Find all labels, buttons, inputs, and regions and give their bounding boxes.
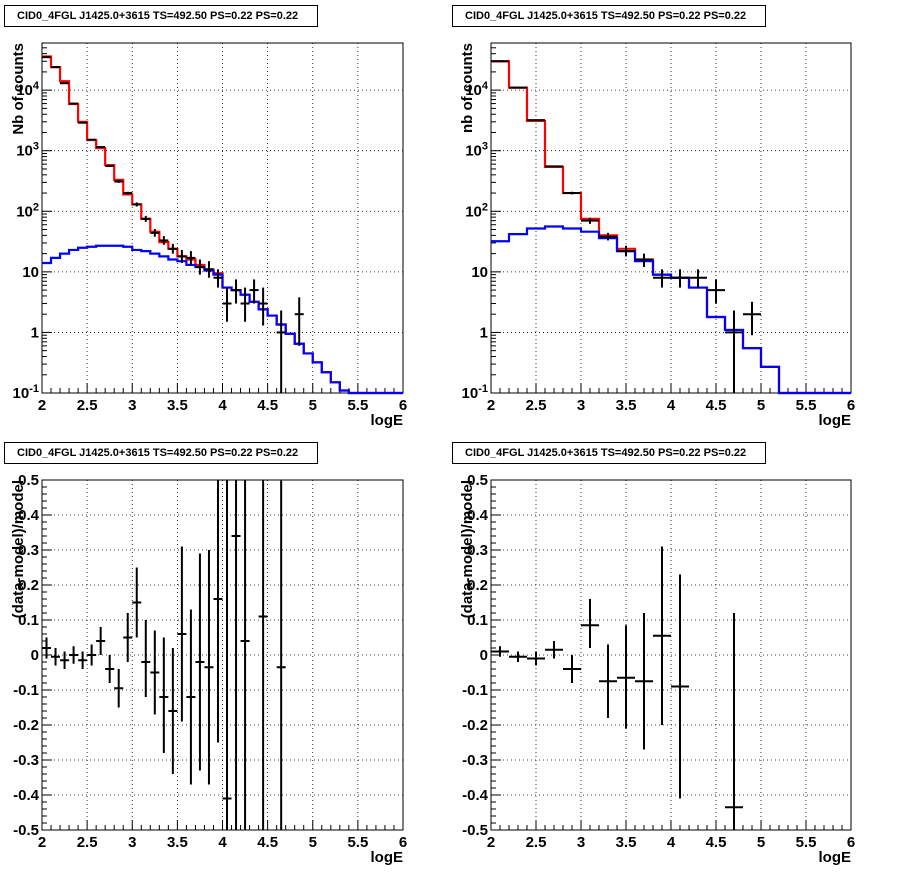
y-tick-label: 0.3 — [467, 542, 488, 559]
y-tick-label: 0.4 — [467, 507, 489, 524]
x-tick-label: 5.5 — [796, 397, 817, 414]
x-tick-label: 2 — [38, 397, 46, 414]
x-tick-label: 5.5 — [796, 834, 817, 851]
x-tick-label: 3.5 — [616, 397, 637, 414]
x-axis-label: logE — [819, 412, 852, 429]
x-tick-label: 2.5 — [77, 834, 98, 851]
x-tick-label: 3 — [128, 834, 136, 851]
y-tick-label: 10-1 — [13, 383, 39, 402]
x-tick-label: 3 — [577, 397, 585, 414]
grid — [491, 43, 851, 393]
y-tick-label: 0 — [480, 647, 488, 664]
y-tick-label: 0.2 — [467, 577, 488, 594]
y-tick-label: 103 — [465, 141, 488, 160]
x-tick-label: 5 — [309, 834, 317, 851]
x-tick-label: 4 — [667, 397, 676, 414]
x-tick-label: 4.5 — [257, 397, 278, 414]
y-axis-label: nb of counts — [459, 43, 476, 133]
x-tick-label: 2 — [487, 834, 495, 851]
x-tick-label: 3.5 — [167, 834, 188, 851]
series-step-1 — [42, 55, 403, 395]
y-tick-label: 0.2 — [18, 577, 39, 594]
panel-4: 2 2.5 3 3.5 4 4.5 5 5.5 6 -0.5 -0.4 -0.3 -0.2 -0.1 0 0.… — [459, 472, 855, 866]
y-tick-label: 10-1 — [462, 383, 488, 402]
panel-1-title: CID0_4FGL J1425.0+3615 TS=492.50 PS=0.22… — [4, 5, 318, 27]
data-points — [491, 546, 743, 830]
y-tick-label: 10 — [22, 264, 39, 281]
x-tick-label: 4 — [218, 397, 227, 414]
data-points — [491, 60, 761, 393]
y-tick-label: 1 — [480, 324, 488, 341]
y-tick-label: -0.3 — [13, 752, 39, 769]
x-tick-label: 4 — [218, 834, 227, 851]
panel-2-title: CID0_4FGL J1425.0+3615 TS=492.50 PS=0.22… — [452, 5, 766, 27]
series-step-2 — [491, 225, 851, 395]
x-tick-label: 2 — [38, 834, 46, 851]
y-tick-label: -0.5 — [13, 822, 39, 839]
x-tick-label: 5 — [757, 834, 765, 851]
x-tick-label: 4.5 — [706, 834, 727, 851]
x-axis-label: logE — [371, 849, 404, 866]
x-tick-label: 6 — [399, 397, 407, 414]
y-tick-label: 10 — [471, 264, 488, 281]
x-tick-label: 3 — [128, 397, 136, 414]
y-axis-label: (data-model)/model — [10, 480, 27, 618]
y-tick-label: -0.2 — [13, 717, 39, 734]
x-axis-label: logE — [371, 412, 404, 429]
x-tick-label: 6 — [847, 834, 855, 851]
y-tick-label: -0.3 — [462, 752, 488, 769]
x-tick-label: 5.5 — [347, 397, 368, 414]
panel-1: 2 2.5 3 3.5 4 4.5 5 5.5 6 10-1 1 10 102 103 104 logE Nb … — [10, 42, 407, 429]
series-step-2 — [42, 244, 403, 395]
x-tick-label: 2 — [487, 397, 495, 414]
grid — [42, 43, 403, 393]
x-tick-label: 4.5 — [257, 834, 278, 851]
y-tick-label: 104 — [16, 80, 40, 99]
y-tick-label: 0 — [31, 647, 39, 664]
x-axis-label: logE — [819, 849, 852, 866]
x-tick-label: 2.5 — [526, 397, 547, 414]
y-tick-label: 1 — [31, 324, 39, 341]
y-tick-label: 0.5 — [467, 472, 488, 489]
y-tick-label: 102 — [16, 201, 39, 220]
y-tick-label: -0.2 — [462, 717, 488, 734]
y-tick-label: 0.1 — [467, 612, 488, 629]
x-tick-label: 6 — [847, 397, 855, 414]
y-tick-label: -0.4 — [462, 787, 489, 804]
y-tick-label: -0.1 — [13, 682, 39, 699]
grid — [491, 480, 851, 830]
y-tick-label: 0.4 — [18, 507, 40, 524]
x-tick-label: 3 — [577, 834, 585, 851]
y-tick-label: 103 — [16, 141, 39, 160]
grid — [42, 480, 403, 830]
x-tick-label: 5 — [757, 397, 765, 414]
y-tick-label: -0.4 — [13, 787, 40, 804]
data-points — [42, 480, 286, 830]
y-tick-label: -0.5 — [462, 822, 488, 839]
y-tick-label: 0.5 — [18, 472, 39, 489]
x-tick-label: 4.5 — [706, 397, 727, 414]
x-tick-label: 2.5 — [77, 397, 98, 414]
y-tick-label: -0.1 — [462, 682, 488, 699]
panel-2: 2 2.5 3 3.5 4 4.5 5 5.5 6 10-1 1 10 102 103 104 logE nb … — [459, 42, 855, 429]
x-tick-label: 3.5 — [616, 834, 637, 851]
x-tick-label: 6 — [399, 834, 407, 851]
panel-3: 2 2.5 3 3.5 4 4.5 5 5.5 6 -0.5 -0.4 -0.3 -0.2 -0.1 0 0.… — [10, 472, 407, 866]
y-axis-label: Nb of counts — [10, 43, 27, 135]
panel-3-title: CID0_4FGL J1425.0+3615 TS=492.50 PS=0.22… — [4, 442, 318, 464]
x-tick-label: 5 — [309, 397, 317, 414]
y-tick-label: 104 — [465, 80, 489, 99]
y-tick-label: 0.1 — [18, 612, 39, 629]
x-tick-label: 5.5 — [347, 834, 368, 851]
y-tick-label: 0.3 — [18, 542, 39, 559]
x-tick-label: 4 — [667, 834, 676, 851]
x-tick-label: 2.5 — [526, 834, 547, 851]
x-tick-label: 3.5 — [167, 397, 188, 414]
y-axis-label: (data-model)/model — [459, 480, 476, 618]
panel-4-title: CID0_4FGL J1425.0+3615 TS=492.50 PS=0.22… — [452, 442, 766, 464]
y-tick-label: 102 — [465, 201, 488, 220]
data-points — [42, 56, 304, 393]
